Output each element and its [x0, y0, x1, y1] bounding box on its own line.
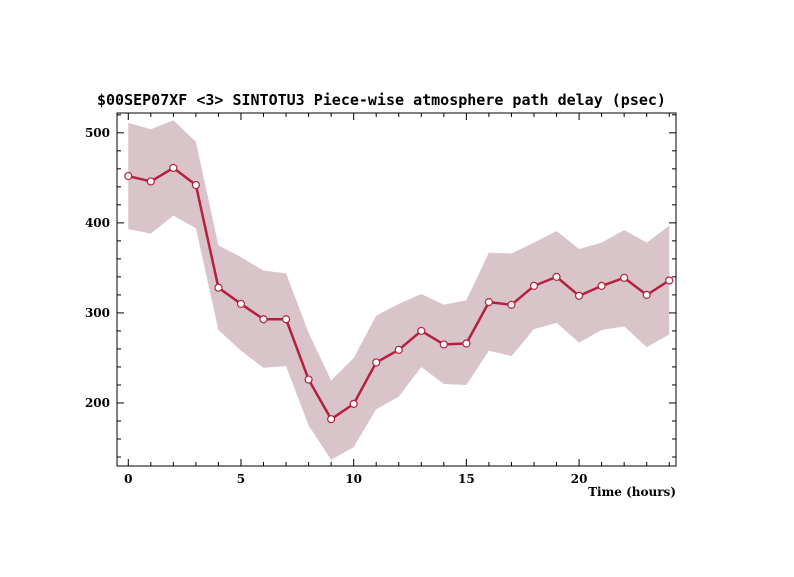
data-point	[439, 340, 448, 349]
data-point	[169, 163, 178, 173]
data-point	[620, 273, 629, 282]
x-tick-labels: 0 5 10 15 20	[124, 472, 587, 486]
ticks-layer	[117, 113, 676, 466]
y-tick-label: 200	[85, 396, 110, 410]
data-point	[349, 399, 358, 408]
data-point	[417, 326, 426, 336]
uncertainty-band-layer	[128, 120, 670, 460]
data-point	[327, 415, 336, 424]
y-tick-label: 500	[85, 126, 110, 140]
y-tick-label: 400	[85, 216, 110, 230]
data-point	[529, 281, 539, 290]
data-point	[372, 358, 381, 367]
data-points-layer	[124, 163, 674, 424]
data-point	[191, 180, 200, 190]
data-point	[642, 290, 651, 300]
data-point	[665, 276, 674, 285]
chart-title: $00SEP07XF <3> SINTOTU3 Piece-wise atmos…	[97, 91, 666, 109]
data-point	[462, 339, 471, 348]
data-point	[214, 283, 223, 292]
data-point	[552, 272, 561, 281]
plot-frame	[116, 112, 677, 467]
data-point	[507, 300, 516, 309]
data-point	[281, 315, 291, 324]
data-point	[394, 345, 403, 354]
x-tick-label: 10	[345, 472, 362, 486]
x-axis-label: Time (hours)	[588, 485, 676, 499]
data-point	[484, 298, 494, 307]
uncertainty-band	[128, 120, 670, 460]
y-tick-label: 300	[85, 306, 110, 320]
data-point	[597, 281, 606, 290]
data-point	[304, 375, 313, 384]
x-tick-label: 5	[237, 472, 245, 486]
data-point	[236, 299, 246, 309]
data-point	[259, 315, 268, 324]
data-point	[124, 171, 133, 181]
x-tick-label: 0	[124, 472, 132, 486]
x-tick-label: 15	[458, 472, 475, 486]
y-tick-labels: 200 300 400 500	[85, 126, 110, 410]
data-point	[146, 177, 155, 186]
x-tick-label: 20	[571, 472, 588, 486]
data-point	[574, 291, 584, 300]
